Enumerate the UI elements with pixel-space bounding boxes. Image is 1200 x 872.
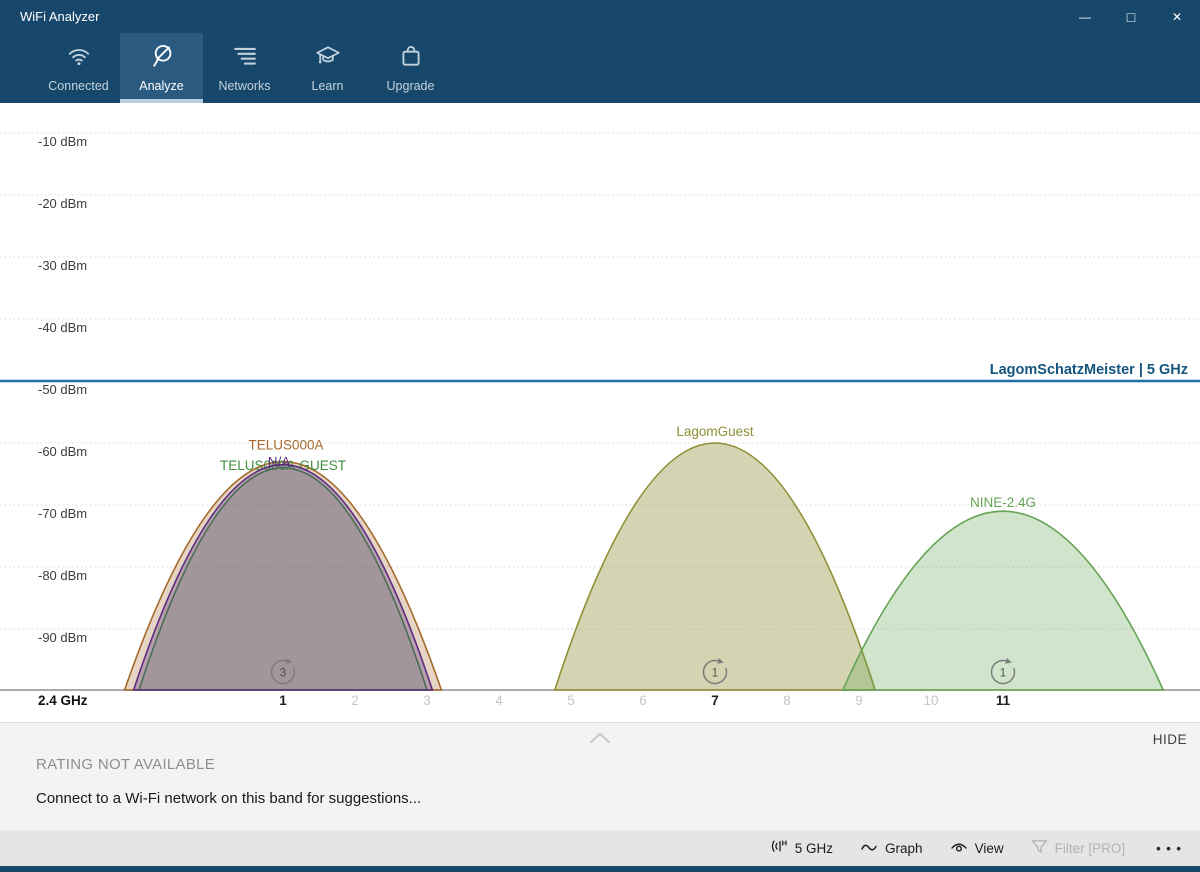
status-bar: H 5 GHz Graph View Filter [PRO] • • • — [0, 830, 1200, 866]
tab-networks-label: Networks — [218, 79, 271, 93]
more-options-button[interactable]: • • • — [1156, 840, 1182, 856]
channel-graph[interactable]: -10 dBm -20 dBm -30 dBm -40 dBm -50 dBm -60 d… — [0, 103, 1200, 722]
rating-status: RATING NOT AVAILABLE — [36, 756, 216, 773]
maximize-button[interactable]: □ — [1126, 8, 1136, 25]
graduation-cap-icon — [314, 43, 342, 74]
filter-pro-label: Filter [PRO] — [1054, 840, 1126, 856]
reference-line-label: LagomSchatzMeister | 5 GHz — [990, 362, 1188, 378]
view-button[interactable]: View — [950, 840, 1004, 857]
view-label: View — [974, 840, 1004, 856]
network-label: LagomGuest — [676, 424, 754, 439]
graph-mode-button[interactable]: Graph — [860, 840, 923, 857]
band-toggle-label: 5 GHz — [794, 840, 834, 856]
minimize-button[interactable]: — — [1079, 9, 1091, 24]
graph-mode-label: Graph — [885, 840, 923, 856]
filter-pro-button: Filter [PRO] — [1031, 839, 1126, 857]
channel-tick-label: 7 — [711, 693, 719, 708]
suggestion-message: Connect to a Wi-Fi network on this band … — [36, 790, 422, 807]
wifi-icon — [65, 43, 93, 74]
tab-connected[interactable]: Connected — [37, 33, 120, 103]
close-button[interactable]: ✕ — [1171, 9, 1183, 24]
band-label: 2.4 GHz — [38, 693, 88, 708]
tab-connected-label: Connected — [48, 79, 109, 93]
network-curve[interactable] — [137, 467, 429, 691]
channel-tick-label: 3 — [423, 693, 431, 708]
accent-bottom-bar — [0, 866, 1200, 872]
window-controls: — □ ✕ — [1062, 0, 1200, 33]
channel-tick-label: 1 — [279, 693, 287, 708]
refresh-badge-arrow — [717, 658, 724, 664]
network-list-icon — [231, 43, 259, 74]
channel-tick-label: 6 — [639, 693, 647, 708]
tab-learn-label: Learn — [311, 79, 344, 93]
network-count-badge[interactable]: 1 — [1000, 668, 1006, 680]
chevron-up-icon[interactable] — [588, 731, 612, 749]
y-axis-tick-label: -90 dBm — [38, 630, 87, 645]
title-bar: WiFi Analyzer — □ ✕ — [0, 0, 1200, 33]
hide-button[interactable]: HIDE — [1152, 732, 1187, 747]
graph-icon — [860, 840, 878, 857]
network-curve[interactable] — [553, 442, 877, 691]
refresh-badge-arrow — [1005, 658, 1012, 664]
suggestions-panel: HIDE RATING NOT AVAILABLE Connect to a W… — [0, 722, 1200, 830]
channel-tick-label: 8 — [783, 693, 791, 708]
network-count-badge[interactable]: 1 — [712, 668, 718, 680]
tab-upgrade[interactable]: Upgrade — [369, 33, 452, 103]
y-axis-tick-label: -50 dBm — [38, 382, 87, 397]
network-label: NINE-2.4G — [970, 495, 1036, 510]
channel-tick-label: 5 — [567, 693, 575, 708]
channel-tick-label: 10 — [923, 693, 938, 708]
y-axis-tick-label: -70 dBm — [38, 506, 87, 521]
refresh-badge-arc — [990, 659, 1016, 685]
tab-learn[interactable]: Learn — [286, 33, 369, 103]
channel-tick-label: 2 — [351, 693, 359, 708]
tab-networks[interactable]: Networks — [203, 33, 286, 103]
network-curve[interactable] — [841, 510, 1165, 691]
channel-tick-label: 9 — [855, 693, 863, 708]
magnifier-slash-icon — [148, 43, 176, 74]
refresh-badge-arc — [270, 659, 296, 685]
y-axis-tick-label: -40 dBm — [38, 320, 87, 335]
y-axis-tick-label: -20 dBm — [38, 196, 87, 211]
shopping-bag-icon — [397, 43, 425, 74]
app-title: WiFi Analyzer — [20, 9, 100, 24]
network-curve[interactable] — [132, 463, 434, 691]
channel-tick-label: 4 — [495, 693, 503, 708]
y-axis-tick-label: -80 dBm — [38, 568, 87, 583]
network-curve[interactable] — [123, 460, 443, 691]
refresh-badge-arrow — [285, 658, 292, 664]
tab-analyze[interactable]: Analyze — [120, 33, 203, 103]
band-toggle[interactable]: H 5 GHz — [769, 838, 834, 857]
nav-bar: Connected Analyze Networks Learn — [0, 33, 1200, 103]
channel-graph-svg: -10 dBm -20 dBm -30 dBm -40 dBm -50 dBm -60 d… — [0, 132, 1200, 708]
frequency-icon: H — [769, 838, 788, 857]
view-icon — [950, 840, 968, 857]
channel-tick-label: 11 — [996, 693, 1011, 708]
filter-icon — [1031, 839, 1048, 857]
network-label: N/A — [268, 455, 291, 470]
tab-upgrade-label: Upgrade — [386, 79, 435, 93]
network-label: TELUS000A — [248, 438, 323, 453]
tab-analyze-label: Analyze — [139, 79, 184, 93]
selected-tab-indicator — [120, 99, 203, 103]
y-axis-tick-label: -30 dBm — [38, 258, 87, 273]
refresh-badge-arc — [702, 659, 728, 685]
network-count-badge[interactable]: 3 — [280, 668, 286, 680]
y-axis-tick-label: -10 dBm — [38, 134, 87, 149]
svg-text:H: H — [781, 839, 786, 847]
y-axis-tick-label: -60 dBm — [38, 444, 87, 459]
